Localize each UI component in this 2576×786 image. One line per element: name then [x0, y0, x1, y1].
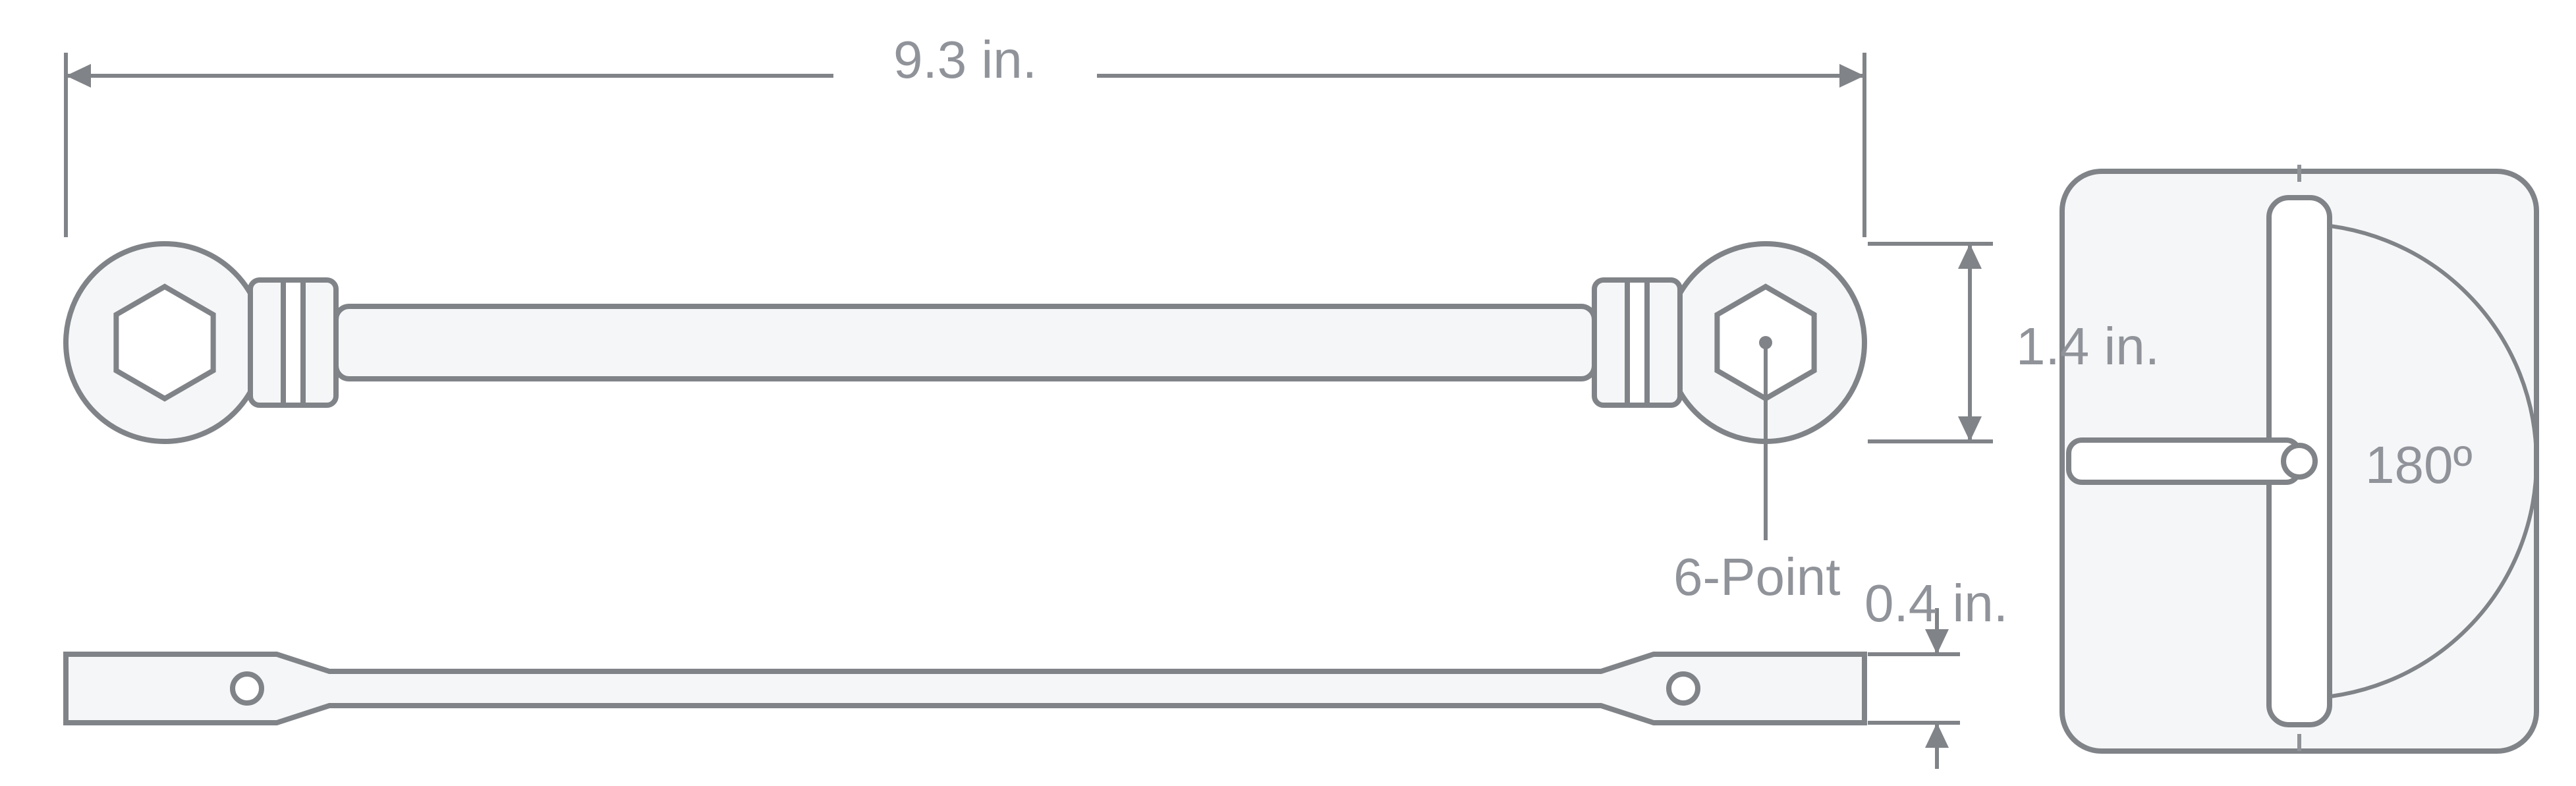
wrench-side-view: [66, 654, 1864, 723]
dim-length-label: 9.3 in.: [893, 30, 1037, 90]
wrench-top-view: [66, 244, 1864, 540]
dim-height-label: 1.4 in.: [2016, 316, 2160, 377]
flex-angle-label: 180º: [2365, 435, 2473, 495]
dim-thickness-label: 0.4 in.: [1864, 573, 2008, 634]
technical-drawing: [0, 0, 2576, 786]
six-point-label: 6-Point: [1673, 547, 1840, 607]
